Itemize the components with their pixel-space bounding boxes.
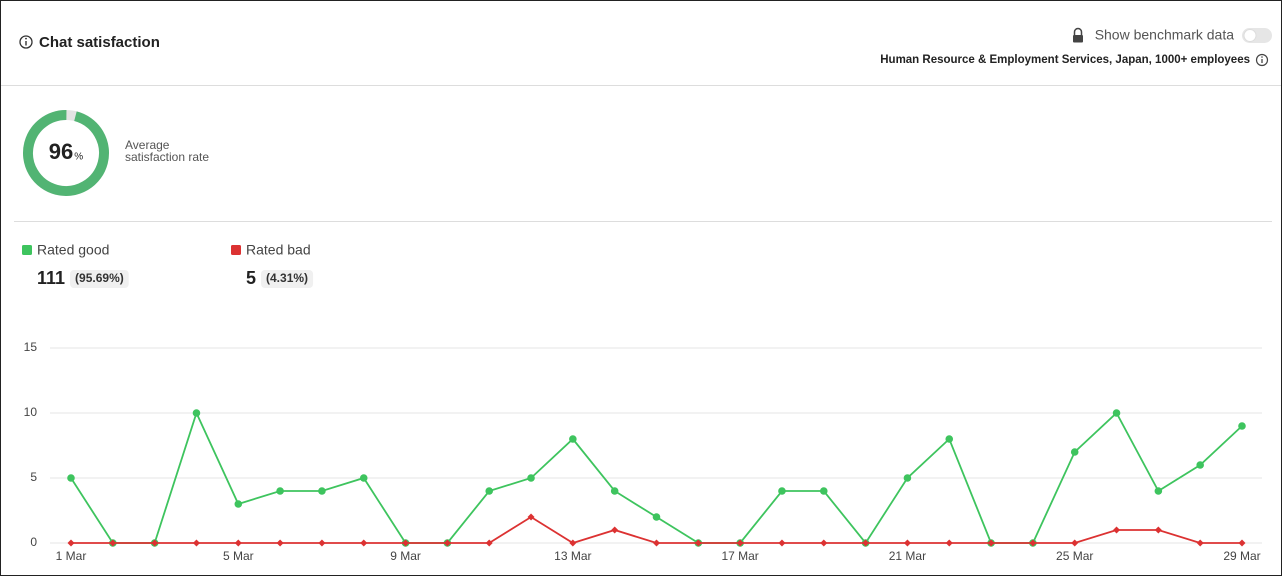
rating-share-pill	[70, 270, 129, 288]
satisfaction-label: Average	[125, 138, 170, 152]
legend-swatch	[22, 245, 32, 255]
data-point	[903, 474, 912, 482]
benchmark-toggle-label: Show benchmark data	[1095, 27, 1235, 43]
data-point	[945, 435, 954, 443]
legend-swatch	[231, 245, 241, 255]
data-point	[67, 539, 75, 547]
data-point	[736, 539, 744, 547]
benchmark-toggle[interactable]	[1242, 28, 1272, 43]
y-tick-label: 0	[30, 535, 37, 549]
data-point	[318, 487, 326, 495]
x-tick-label: 9 Mar	[390, 549, 421, 563]
satisfaction-label: satisfaction rate	[125, 150, 209, 164]
data-point	[234, 539, 242, 547]
donut-arc	[23, 110, 109, 196]
data-point	[360, 539, 368, 547]
data-point	[1154, 526, 1162, 534]
data-point	[653, 539, 660, 547]
rating-share-pill	[261, 270, 314, 288]
rating-share: (4.31%)	[266, 271, 308, 285]
data-point	[443, 539, 451, 547]
data-point	[527, 513, 535, 521]
data-point	[1154, 487, 1163, 495]
data-point	[359, 474, 368, 482]
data-point	[862, 539, 870, 547]
data-point	[1112, 409, 1121, 417]
data-point	[1071, 539, 1079, 547]
x-tick-label: 29 Mar	[1223, 549, 1260, 563]
satisfaction-value: 96	[49, 139, 73, 164]
title-info-icon[interactable]	[19, 35, 33, 49]
x-tick-label: 13 Mar	[554, 549, 591, 563]
data-point	[109, 539, 117, 547]
data-point	[1113, 526, 1121, 534]
x-tick-label: 5 Mar	[223, 549, 254, 563]
data-point	[819, 487, 828, 495]
data-point	[610, 487, 619, 495]
data-point	[611, 526, 619, 534]
data-point	[276, 539, 284, 547]
data-point	[485, 487, 494, 495]
data-point	[234, 500, 243, 508]
satisfaction-unit: %	[74, 152, 83, 163]
rating-count: 111	[37, 268, 65, 288]
y-tick-label: 15	[24, 340, 38, 354]
x-tick-label: 25 Mar	[1056, 549, 1093, 563]
data-point	[903, 539, 911, 547]
data-point	[527, 474, 535, 482]
data-point	[192, 409, 201, 417]
data-point	[151, 539, 159, 547]
data-point	[1070, 448, 1079, 456]
rating-count: 5	[246, 268, 256, 288]
data-point	[402, 539, 410, 547]
data-point	[1238, 539, 1246, 547]
data-point	[276, 487, 284, 495]
legend-label: Rated good	[37, 242, 109, 258]
data-point	[778, 487, 786, 495]
rating-share: (95.69%)	[75, 271, 124, 285]
data-point	[694, 539, 702, 547]
card-title: Chat satisfaction	[39, 34, 160, 51]
y-tick-label: 10	[24, 405, 38, 419]
y-tick-label: 5	[30, 470, 37, 484]
data-point	[1196, 539, 1204, 547]
data-point	[485, 539, 493, 547]
data-point	[1238, 422, 1246, 430]
x-tick-label: 17 Mar	[721, 549, 758, 563]
data-point	[192, 539, 200, 547]
data-point	[569, 539, 577, 547]
benchmark-segment: Human Resource & Employment Services, Ja…	[880, 54, 1250, 66]
data-point	[945, 539, 953, 547]
data-point	[652, 513, 661, 521]
data-point	[569, 435, 577, 443]
segment-info-icon[interactable]	[1255, 53, 1269, 67]
data-point	[1196, 461, 1204, 469]
data-point	[778, 539, 786, 547]
x-tick-label: 21 Mar	[889, 549, 926, 563]
data-point	[820, 539, 828, 547]
legend-label: Rated bad	[246, 242, 311, 258]
data-point	[318, 539, 326, 547]
lock-icon	[1073, 27, 1083, 43]
x-tick-label: 1 Mar	[56, 549, 87, 563]
data-point	[987, 539, 995, 547]
data-point	[1029, 539, 1037, 547]
data-point	[67, 474, 75, 482]
